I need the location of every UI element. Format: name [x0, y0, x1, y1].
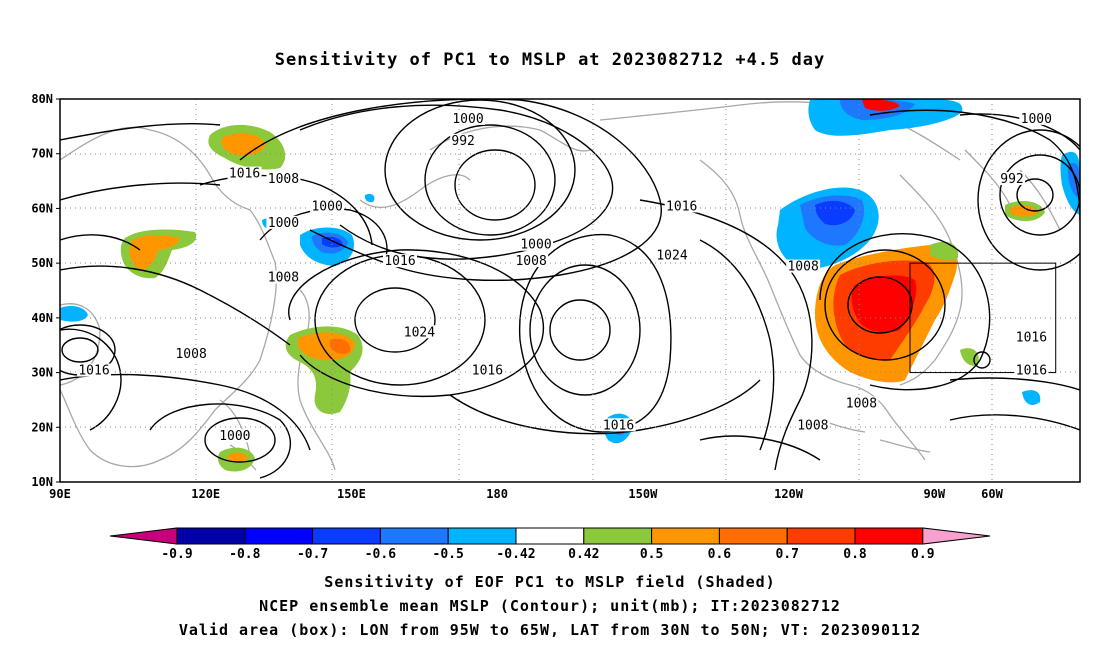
- colorbar-swatch: [583, 527, 653, 545]
- contour-label: 1016: [472, 364, 503, 379]
- contour-label: 1016: [666, 199, 697, 214]
- colorbar-label: 0.6: [708, 547, 732, 562]
- contour-label: 1016: [603, 418, 634, 433]
- longitude-labels: 90E 120E 150E 180 150W 120W 90W 60W: [49, 487, 1003, 501]
- contour-label: 1008: [175, 347, 206, 362]
- colorbar-swatch: [854, 527, 924, 545]
- contour-label: 1008: [797, 418, 828, 433]
- contour-label: 1016: [1016, 364, 1047, 379]
- contour-label: 1008: [268, 271, 299, 286]
- lon-label: 180: [486, 487, 508, 501]
- contour-label: 1000: [1021, 112, 1052, 127]
- colorbar-high-triangle: [922, 527, 991, 545]
- colorbar-label: -0.8: [229, 547, 260, 562]
- colorbar-swatch: [244, 527, 314, 545]
- figure-title: Sensitivity of PC1 to MSLP at 2023082712…: [274, 50, 826, 70]
- colorbar-label: -0.7: [297, 547, 328, 562]
- colorbar-swatch: [651, 527, 720, 545]
- caption-line-1: Sensitivity of EOF PC1 to MSLP field (Sh…: [324, 573, 776, 591]
- lat-label: 70N: [31, 147, 53, 161]
- colorbar-label: -0.6: [365, 547, 396, 562]
- lon-label: 120W: [774, 487, 804, 501]
- colorbar-label: 0.42: [568, 547, 599, 562]
- latitude-labels: 80N 70N 60N 50N 40N 30N 20N 10N: [31, 92, 60, 489]
- colorbar-label: 0.7: [775, 547, 798, 562]
- contour-label: 1008: [515, 254, 546, 269]
- colorbar-label: 0.5: [640, 547, 663, 562]
- colorbar-swatch: [515, 527, 585, 545]
- colorbar-label: 0.8: [843, 547, 867, 562]
- contour-label: 1008: [846, 396, 877, 411]
- colorbar-swatch: [312, 527, 381, 545]
- colorbar-low-triangle: [109, 527, 178, 545]
- lat-label: 40N: [31, 311, 53, 325]
- contour-label: 992: [451, 134, 474, 149]
- mslp-contours: [60, 99, 1080, 479]
- colorbar-label: -0.9: [161, 547, 192, 562]
- colorbar-swatch: [447, 527, 517, 545]
- contour-label: 1016: [78, 364, 109, 379]
- contour-label: 1016: [1016, 331, 1047, 346]
- lat-label: 60N: [31, 201, 53, 215]
- contour-label: 1016: [384, 254, 415, 269]
- contour-label: 1024: [404, 325, 435, 340]
- colorbar-label: -0.5: [433, 547, 464, 562]
- contour-label: 1000: [520, 238, 551, 253]
- sensitivity-shading: [60, 99, 1080, 472]
- caption-line-3: Valid area (box): LON from 95W to 65W, L…: [178, 621, 922, 639]
- colorbar-swatch: [379, 527, 449, 545]
- lat-label: 30N: [31, 366, 53, 380]
- lon-label: 60W: [981, 487, 1003, 501]
- contour-label: 1000: [268, 216, 299, 231]
- colorbar-label: -0.42: [496, 547, 535, 562]
- colorbar: -0.9 -0.8 -0.7 -0.6 -0.5 -0.42 0.42 0.5 0.6 0.7 0.…: [109, 527, 991, 562]
- lon-label: 150E: [337, 487, 366, 501]
- lon-label: 90W: [923, 487, 945, 501]
- valid-area-box: [909, 262, 1057, 374]
- colorbar-label: 0.9: [911, 547, 934, 562]
- contour-label: 1024: [656, 249, 687, 264]
- contour-label: 1008: [268, 172, 299, 187]
- colorbar-swatch: [786, 527, 856, 545]
- contour-label: 1000: [219, 429, 250, 444]
- contour-label: 1000: [311, 199, 342, 214]
- contour-label: 1016: [229, 167, 260, 182]
- contour-label: 1000: [452, 112, 483, 127]
- caption-line-2: NCEP ensemble mean MSLP (Contour); unit(…: [259, 597, 841, 615]
- lat-label: 50N: [31, 256, 53, 270]
- contour-label: 1008: [787, 260, 818, 275]
- lat-label: 10N: [31, 475, 53, 489]
- contour-label: 992: [1000, 172, 1023, 187]
- lon-label: 150W: [628, 487, 658, 501]
- lon-label: 120E: [191, 487, 220, 501]
- colorbar-swatch: [718, 527, 788, 545]
- map-frame: [59, 98, 1081, 483]
- lat-label: 20N: [31, 420, 53, 434]
- colorbar-swatch: [176, 527, 246, 545]
- lon-label: 90E: [49, 487, 71, 501]
- lat-label: 80N: [31, 92, 53, 106]
